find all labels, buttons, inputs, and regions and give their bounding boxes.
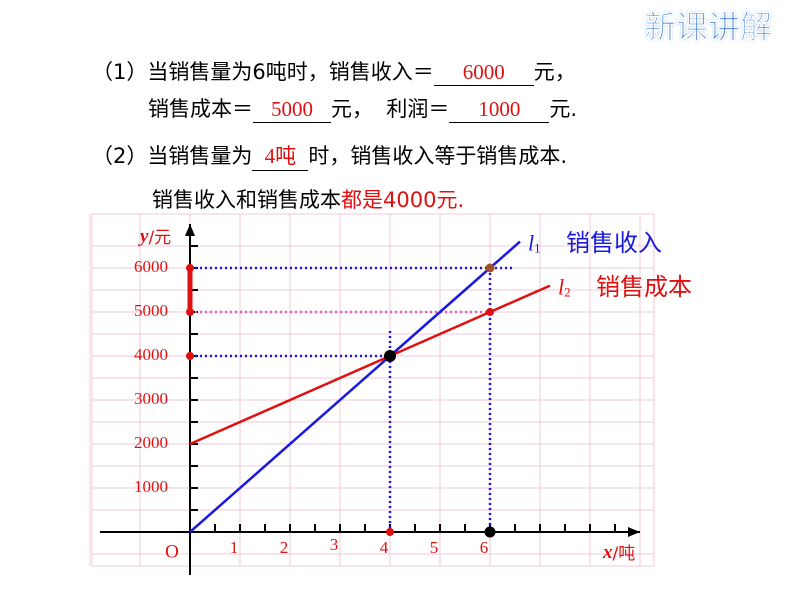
text: 元， bbox=[533, 60, 576, 84]
text: （2）当销售量为 bbox=[92, 144, 253, 168]
text: 销售收入和销售成本 bbox=[152, 188, 341, 212]
section-title: 新课讲解 bbox=[643, 8, 773, 47]
answer: 1000 bbox=[449, 97, 550, 123]
point bbox=[486, 308, 494, 316]
origin-label: O bbox=[165, 541, 179, 562]
y-tick-label: 4000 bbox=[134, 345, 168, 364]
y-tick-label: 3000 bbox=[134, 389, 168, 408]
y-tick-label: 6000 bbox=[134, 257, 168, 276]
question-line: 销售成本＝ 5000 元， 利润＝ 1000 元. bbox=[148, 93, 577, 123]
point bbox=[384, 350, 396, 362]
x-arrow bbox=[628, 527, 640, 537]
x-tick-label: 4 bbox=[380, 538, 389, 557]
axis-dot bbox=[484, 526, 496, 538]
text: （1）当销售量为6吨时，销售收入＝ bbox=[92, 60, 434, 84]
y-axis-unit: /元 bbox=[148, 228, 171, 248]
series-label: l1 bbox=[528, 231, 541, 256]
y-tick-label: 5000 bbox=[134, 301, 168, 320]
legend-label: 销售收入 bbox=[566, 230, 662, 257]
series-label-sub: 1 bbox=[534, 241, 541, 256]
x-tick-label: 6 bbox=[480, 538, 489, 557]
y-arrow bbox=[185, 224, 195, 236]
x-axis-unit: /吨 bbox=[613, 544, 636, 564]
y-tick-label: 2000 bbox=[134, 433, 168, 452]
series-label: l2 bbox=[558, 275, 571, 300]
question-line: （2）当销售量为 4吨 时，销售收入等于销售成本. bbox=[92, 140, 567, 171]
point bbox=[485, 263, 495, 273]
x-tick-label: 5 bbox=[430, 538, 439, 557]
x-axis-var: x bbox=[602, 542, 613, 563]
axis-dot bbox=[186, 352, 194, 360]
x-tick-label: 2 bbox=[280, 538, 289, 557]
series-line bbox=[189, 240, 521, 533]
series-label-sub: 2 bbox=[564, 285, 571, 300]
axis-dot bbox=[386, 528, 394, 536]
text: 销售成本＝ bbox=[148, 97, 253, 121]
x-axis-label: x/吨 bbox=[602, 542, 635, 564]
text: 元. bbox=[549, 97, 578, 121]
series-label-main: l bbox=[528, 231, 534, 256]
y-tick-label: 1000 bbox=[134, 477, 168, 496]
grid-frame bbox=[91, 213, 655, 567]
text: 都是4000元. bbox=[341, 188, 465, 212]
x-tick-label: 3 bbox=[330, 535, 339, 554]
answer: 5000 bbox=[253, 97, 331, 123]
series-line bbox=[189, 284, 551, 446]
answer: 6000 bbox=[433, 60, 534, 86]
answer: 4吨 bbox=[252, 140, 309, 171]
question-line: 销售收入和销售成本都是4000元. bbox=[152, 184, 464, 214]
series-label-main: l bbox=[558, 275, 564, 300]
question-line: （1）当销售量为6吨时，销售收入＝ 6000 元， bbox=[92, 56, 576, 86]
legend-label: 销售成本 bbox=[596, 274, 692, 301]
y-axis-var: y bbox=[138, 226, 149, 247]
y-axis-label: y/元 bbox=[138, 226, 171, 248]
text: 时，销售收入等于销售成本. bbox=[308, 144, 568, 168]
text: 元， 利润＝ bbox=[331, 97, 450, 121]
x-tick-label: 1 bbox=[230, 538, 239, 557]
